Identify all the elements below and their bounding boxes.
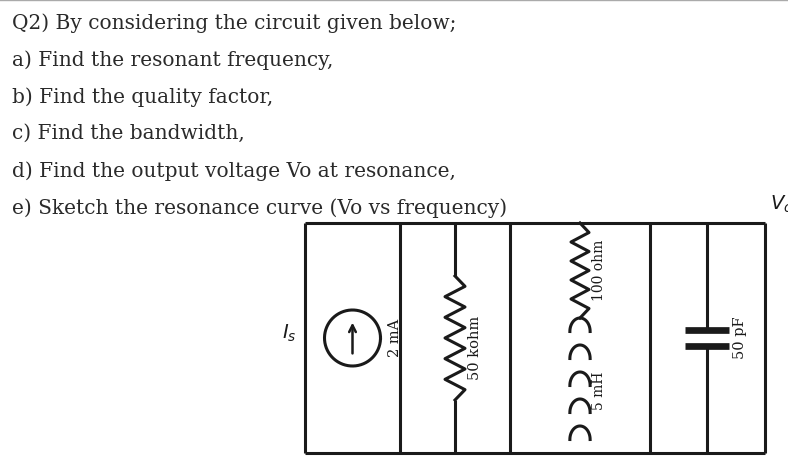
- Text: c) Find the bandwidth,: c) Find the bandwidth,: [12, 124, 245, 143]
- Text: e) Sketch the resonance curve (Vo vs frequency): e) Sketch the resonance curve (Vo vs fre…: [12, 198, 507, 218]
- Text: 50 pF: 50 pF: [734, 317, 748, 359]
- Text: a) Find the resonant frequency,: a) Find the resonant frequency,: [12, 50, 333, 70]
- Text: d) Find the output voltage Vo at resonance,: d) Find the output voltage Vo at resonan…: [12, 161, 456, 181]
- Text: 100 ohm: 100 ohm: [592, 240, 606, 301]
- Text: 5 mH: 5 mH: [592, 371, 606, 410]
- Text: $V_o$: $V_o$: [770, 194, 788, 215]
- Text: 2 mA: 2 mA: [388, 319, 403, 357]
- Text: Q2) By considering the circuit given below;: Q2) By considering the circuit given bel…: [12, 13, 456, 33]
- Text: $I_s$: $I_s$: [282, 322, 297, 344]
- Text: b) Find the quality factor,: b) Find the quality factor,: [12, 87, 273, 107]
- Text: 50 kohm: 50 kohm: [468, 316, 482, 380]
